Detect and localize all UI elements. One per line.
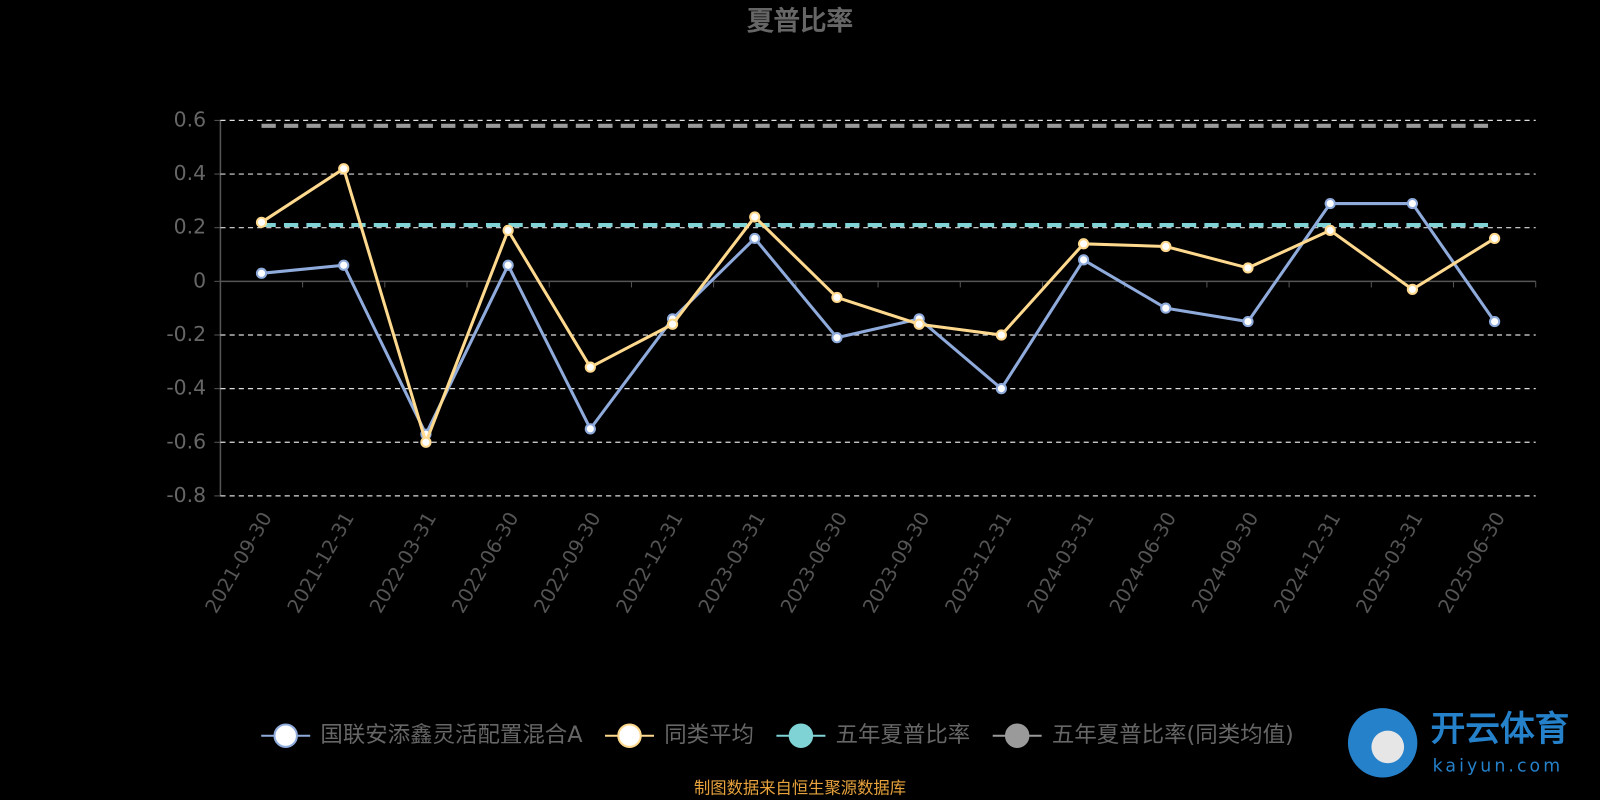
legend-marker bbox=[788, 723, 814, 748]
data-point bbox=[1488, 232, 1501, 245]
data-point bbox=[1324, 224, 1336, 236]
data-point bbox=[1324, 197, 1336, 210]
legend-marker bbox=[1004, 723, 1030, 748]
data-point bbox=[666, 318, 679, 330]
y-tick-label: -0.2 bbox=[166, 322, 206, 346]
data-point bbox=[1077, 238, 1090, 250]
data-point bbox=[831, 332, 843, 344]
data-point bbox=[584, 423, 596, 435]
watermark-url: kaiyun.com bbox=[1433, 756, 1564, 776]
data-point bbox=[1160, 240, 1172, 253]
data-point bbox=[995, 329, 1007, 341]
legend-label: 同类平均 bbox=[664, 722, 754, 748]
data-point bbox=[831, 291, 843, 304]
data-point bbox=[1242, 315, 1254, 328]
legend-label: 国联安添鑫灵活配置混合A bbox=[320, 722, 583, 748]
legend-item: 五年夏普比率(同类均值) bbox=[992, 722, 1294, 748]
data-point bbox=[749, 232, 761, 245]
data-point bbox=[338, 163, 350, 175]
legend-marker bbox=[617, 723, 642, 748]
legend-label: 五年夏普比率(同类均值) bbox=[1052, 722, 1294, 748]
source-note: 制图数据来自恒生聚源数据库 bbox=[694, 778, 906, 797]
watermark-title: 开云体育 bbox=[1431, 710, 1570, 750]
y-tick-label: 0.2 bbox=[174, 215, 206, 239]
chart-title: 夏普比率 bbox=[747, 6, 853, 37]
y-tick-label: 0.4 bbox=[174, 161, 206, 185]
y-tick-label: -0.6 bbox=[166, 429, 206, 453]
data-point bbox=[1406, 283, 1419, 296]
data-point bbox=[1242, 262, 1254, 274]
legend-item: 国联安添鑫灵活配置混合A bbox=[261, 722, 583, 748]
legend: 国联安添鑫灵活配置混合A 同类平均 五年夏普比率 五年夏普比率(同类均值) bbox=[261, 722, 1294, 748]
data-point bbox=[338, 259, 350, 271]
watermark: 开云体育 kaiyun.com bbox=[1347, 708, 1570, 778]
data-point bbox=[1077, 254, 1090, 266]
y-tick-label: 0.6 bbox=[174, 107, 206, 131]
y-tick-label: -0.8 bbox=[166, 483, 206, 507]
watermark-ball bbox=[1371, 730, 1405, 764]
data-point bbox=[749, 211, 761, 223]
legend-item: 五年夏普比率 bbox=[776, 722, 970, 748]
data-point bbox=[255, 267, 268, 279]
data-point bbox=[584, 361, 596, 373]
data-point bbox=[995, 383, 1007, 395]
y-tick-label: 0 bbox=[193, 268, 206, 292]
data-point bbox=[1160, 302, 1172, 314]
y-tick-label: -0.4 bbox=[166, 376, 206, 400]
data-point bbox=[1488, 315, 1501, 328]
legend-marker bbox=[273, 723, 298, 748]
data-point bbox=[913, 318, 925, 330]
data-point bbox=[502, 259, 514, 271]
data-point bbox=[502, 224, 514, 236]
data-point bbox=[1406, 197, 1419, 210]
data-point bbox=[255, 216, 268, 228]
legend-item: 同类平均 bbox=[605, 722, 754, 748]
data-point bbox=[420, 436, 432, 448]
series-line bbox=[261, 202, 1496, 438]
series-line bbox=[260, 166, 1496, 447]
legend-label: 五年夏普比率 bbox=[836, 722, 971, 748]
